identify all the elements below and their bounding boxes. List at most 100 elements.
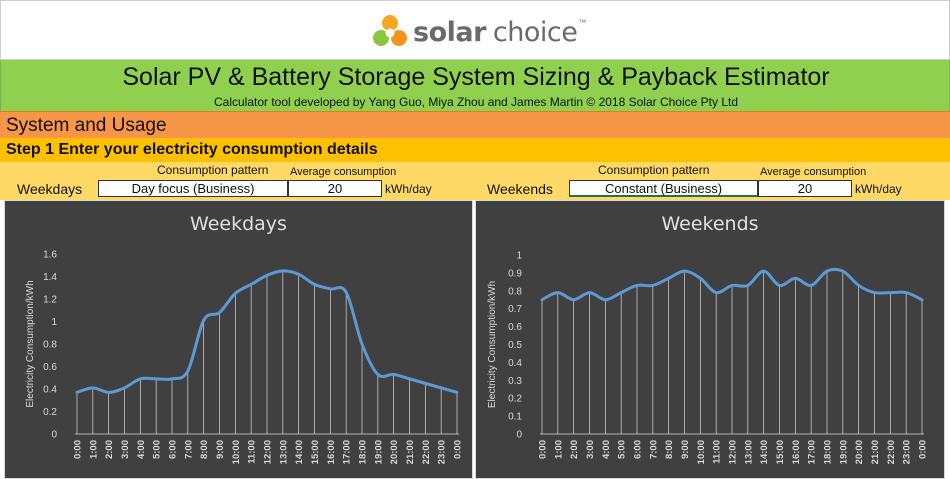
data-point: [265, 274, 269, 277]
step-bar: Step 1 Enter your electricity consumptio…: [0, 138, 950, 162]
data-point: [344, 291, 348, 294]
consumption-inputs: Consumption pattern Average consumption …: [0, 162, 950, 200]
y-tick-label: 0.2: [43, 407, 57, 418]
y-tick-label: 1: [516, 251, 522, 262]
x-tick-label: 3:00: [585, 440, 596, 459]
data-point: [376, 373, 380, 376]
data-point: [234, 292, 237, 295]
y-tick-label: 0.3: [508, 376, 522, 387]
weekdays-avg-input[interactable]: 20: [288, 180, 382, 197]
y-tick-label: 0.8: [508, 286, 522, 297]
x-tick-label: 0:00: [918, 440, 929, 459]
weekends-pattern-select[interactable]: Constant (Business): [569, 180, 758, 197]
x-tick-label: 12:00: [263, 440, 274, 464]
x-tick-label: 4:00: [601, 440, 612, 459]
weekdays-pattern-select[interactable]: Day focus (Business): [98, 180, 288, 197]
y-tick-label: 0.2: [508, 394, 522, 405]
data-point: [154, 377, 158, 381]
weekends-pattern-header: Consumption pattern: [598, 163, 710, 177]
data-point: [123, 386, 126, 390]
x-tick-label: 11:00: [247, 440, 258, 464]
x-tick-label: 23:00: [902, 440, 913, 464]
x-tick-label: 16:00: [791, 440, 802, 464]
data-point: [572, 298, 575, 301]
y-tick-label: 0.6: [43, 362, 57, 373]
y-tick-label: 0: [516, 430, 522, 441]
data-point: [683, 269, 686, 273]
x-tick-label: 17:00: [342, 440, 353, 464]
data-point: [439, 386, 443, 390]
weekdays-unit: kWh/day: [385, 182, 432, 196]
y-axis-label: Electricity Consumption/kWh: [25, 280, 36, 407]
data-point: [540, 298, 544, 301]
data-point: [651, 284, 655, 287]
sun-flower-icon: [373, 15, 407, 46]
weekends-chart: Electricity Consumption/kWh 0 0.1 0.2 0.3 0.4…: [475, 200, 945, 479]
chart-canvas-0: Electricity Consumption/kWh 0 0.2 0.4 0.6 0.8…: [25, 250, 464, 465]
data-point: [762, 269, 765, 273]
data-point: [730, 284, 734, 287]
data-point: [904, 291, 908, 294]
data-point: [139, 377, 142, 381]
weekdays-avg-header: Average consumption: [290, 166, 397, 178]
solar-choice-logo: solar choice ™: [371, 12, 586, 52]
logo-word-solar: solar: [413, 16, 486, 48]
y-axis-label: Electricity Consumption/kWh: [487, 281, 498, 408]
x-tick-label: 0:00: [538, 440, 549, 459]
x-tick-label: 2:00: [104, 440, 115, 459]
x-tick-label: 5:00: [617, 440, 628, 459]
x-tick-label: 12:00: [728, 440, 739, 464]
weekends-avg-input[interactable]: 20: [758, 180, 852, 197]
data-point: [249, 283, 253, 286]
data-point: [588, 291, 591, 294]
x-tick-label: 14:00: [759, 440, 770, 464]
x-tick-label: 23:00: [437, 440, 448, 464]
data-point: [297, 273, 300, 276]
logo-word-choice: choice: [492, 16, 578, 48]
y-tick-label: 0.6: [508, 322, 522, 333]
logo-trademark: ™: [578, 18, 587, 27]
data-point: [857, 284, 860, 287]
x-tick-label: 19:00: [838, 440, 849, 464]
weekends-chart-title: Weekends: [661, 213, 759, 235]
x-tick-label: 18:00: [358, 440, 369, 464]
data-point: [825, 269, 829, 273]
data-point: [424, 382, 427, 385]
x-tick-label: 6:00: [633, 440, 644, 459]
x-tick-label: 7:00: [183, 440, 194, 459]
data-point: [313, 283, 316, 286]
weekdays-chart-title: Weekdays: [190, 213, 287, 235]
weekdays-chart: Electricity Consumption/kWh 0 0.2 0.4 0.6 0.8…: [4, 200, 473, 479]
data-point: [281, 269, 285, 273]
x-tick-label: 9:00: [215, 440, 226, 459]
x-tick-label: 1:00: [88, 440, 99, 459]
x-tick-label: 19:00: [373, 440, 384, 464]
step-title: Step 1 Enter your electricity consumptio…: [6, 141, 378, 158]
x-tick-label: 8:00: [664, 440, 675, 459]
x-tick-label: 0:00: [453, 440, 464, 459]
y-tick-label: 0.5: [508, 340, 522, 351]
data-point: [635, 284, 639, 287]
title-bar: Solar PV & Battery Storage System Sizing…: [0, 60, 950, 111]
data-point: [809, 284, 813, 287]
weekdays-label: Weekdays: [17, 181, 83, 197]
data-point: [841, 269, 845, 273]
x-tick-label: 15:00: [310, 440, 321, 464]
data-point: [667, 277, 670, 280]
page-subtitle: Calculator tool developed by Yang Guo, M…: [213, 95, 739, 109]
x-tick-label: 18:00: [823, 440, 834, 464]
section-title: System and Usage: [6, 115, 167, 136]
y-tick-label: 0.1: [508, 412, 522, 423]
data-point: [556, 291, 560, 294]
y-tick-label: 1: [51, 317, 57, 328]
x-tick-label: 7:00: [648, 440, 659, 459]
y-tick-label: 1.2: [43, 295, 57, 306]
weekdays-pattern-header: Consumption pattern: [157, 163, 269, 177]
x-tick-label: 10:00: [696, 440, 707, 464]
x-tick-label: 22:00: [886, 440, 897, 464]
data-point: [873, 291, 876, 294]
x-tick-label: 20:00: [854, 440, 865, 464]
x-tick-label: 13:00: [278, 440, 289, 464]
x-tick-label: 21:00: [870, 440, 881, 464]
data-point: [794, 277, 797, 280]
